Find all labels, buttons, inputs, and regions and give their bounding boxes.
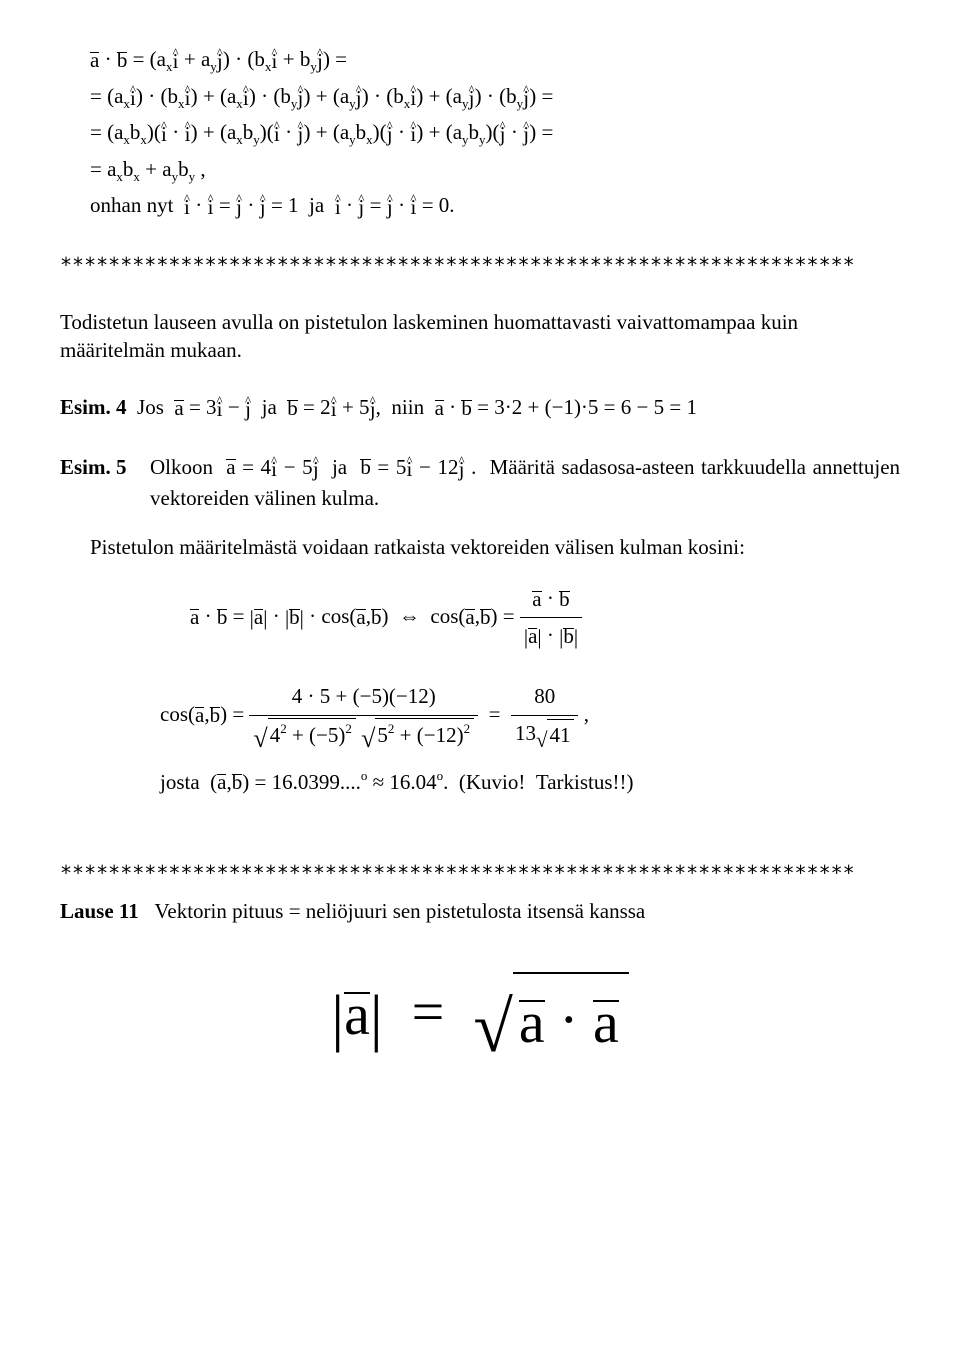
- cosine-def-eq: a · b = |a| · |b| · cos(a,b) ⇔ cos(a,b) …: [190, 583, 900, 653]
- separator-2: ****************************************…: [60, 858, 900, 888]
- example-4: Esim. 4 Jos a = 3^i − ^j ja b = 2^i + 5^…: [60, 392, 900, 424]
- derivation-block: a · b = (ax^i + ay^j) · (bx^i + by^j) = …: [90, 44, 900, 222]
- eq-line-1: a · b = (ax^i + ay^j) · (bx^i + by^j) =: [90, 44, 900, 77]
- theorem-11-formula: |a| = √ a · a: [60, 968, 900, 1067]
- example-4-label: Esim. 4: [60, 395, 127, 419]
- cosine-result: josta (a,b) = 16.0399....o ≈ 16.04o. (Ku…: [160, 766, 900, 799]
- theorem-11: Lause 11 Vektorin pituus = neliöjuuri se…: [60, 896, 900, 928]
- example-5-label: Esim. 5: [60, 455, 127, 479]
- example-5-para: Pistetulon määritelmästä voidaan ratkais…: [90, 533, 900, 561]
- eq-line-3: = (axbx)(^i · ^i) + (axby)(^i · ^j) + (a…: [90, 117, 900, 150]
- separator-1: ****************************************…: [60, 250, 900, 280]
- paragraph-1: Todistetun lauseen avulla on pistetulon …: [60, 308, 900, 365]
- theorem-11-text: Vektorin pituus = neliöjuuri sen pistetu…: [155, 899, 646, 923]
- example-5-lead: Olkoon a = 4^i − 5^j ja b = 5^i − 12^j .…: [150, 452, 900, 515]
- eq-line-5: onhan nyt ^i · ^i = ^j · ^j = 1 ja ^i · …: [90, 190, 900, 222]
- example-5: Esim. 5 Olkoon a = 4^i − 5^j ja b = 5^i …: [60, 452, 900, 798]
- cosine-numeric-eq: cos(a,b) = 4 · 5 + (−5)(−12) √42 + (−5)2…: [160, 681, 900, 751]
- theorem-11-label: Lause 11: [60, 899, 139, 923]
- eq-line-2: = (ax^i) · (bx^i) + (ax^i) · (by^j) + (a…: [90, 81, 900, 114]
- eq-line-4: = axbx + ayby ,: [90, 154, 900, 187]
